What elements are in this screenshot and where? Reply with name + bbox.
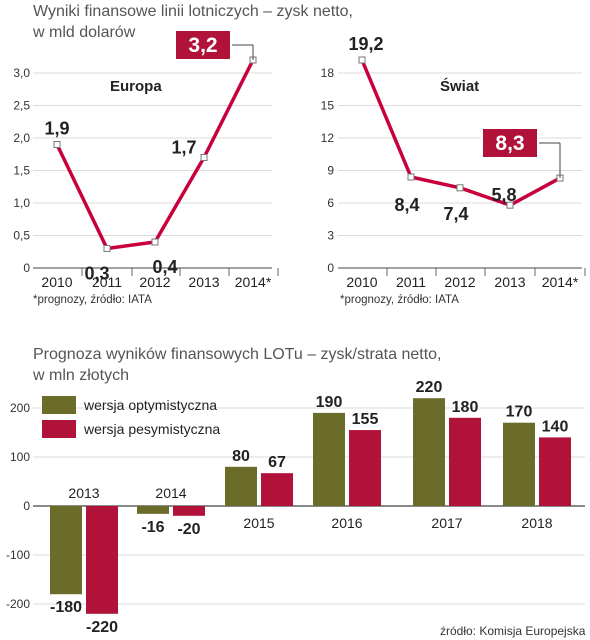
europa-xtick-label: 2011: [92, 274, 122, 290]
europa-highlight-box: [174, 29, 232, 61]
bar-value-label: -220: [86, 619, 118, 636]
europa-xtick-label: 2014*: [235, 274, 272, 290]
swiat-xtick-label: 2013: [494, 274, 525, 290]
bottom-title-line2: w mln złotych: [33, 367, 130, 384]
europa-value-label: 0,3: [84, 264, 109, 284]
bar-ytick-label: 0: [23, 499, 30, 513]
bar-ytick-label: 200: [10, 401, 30, 415]
bar-optimistic: [137, 506, 169, 514]
top-title-line1: Wyniki finansowe linii lotniczych – zysk…: [33, 3, 353, 20]
legend-swatch-optimistic: [42, 396, 76, 414]
bar-category-label: 2016: [331, 515, 362, 531]
bar-value-label: 155: [352, 411, 379, 428]
bar-category-label: 2015: [243, 515, 274, 531]
europa-ytick-label: 0: [23, 261, 30, 275]
swiat-value-label: 19,2: [348, 34, 383, 54]
bar-category-label: 2014: [155, 485, 186, 501]
bar-value-label: -180: [50, 599, 82, 616]
swiat-xtick-label: 2011: [396, 274, 426, 290]
left-chart-note: *prognozy, źródło: IATA: [33, 294, 152, 306]
swiat-chart-title: Świat: [440, 77, 479, 95]
swiat-value-label: 7,4: [443, 204, 468, 224]
europa-chart-title: Europa: [110, 78, 162, 95]
europa-ytick-label: 1,5: [13, 164, 30, 178]
bar-value-label: 67: [268, 454, 286, 471]
bar-pessimistic: [86, 506, 118, 614]
right-chart-note: *prognozy, źródło: IATA: [340, 294, 459, 306]
bottom-source-note: źródło: Komisja Europejska: [440, 624, 586, 638]
europa-ytick-label: 0,5: [13, 229, 30, 243]
top-title-line2: w mld dolarów: [33, 24, 136, 41]
bar-ytick-label: -200: [6, 597, 30, 611]
swiat-ytick-label: 9: [327, 164, 334, 178]
europa-xtick-label: 2013: [188, 274, 219, 290]
bottom-title-line1: Prognoza wyników finansowych LOTu – zysk…: [33, 346, 442, 363]
bar-pessimistic: [261, 473, 293, 506]
bar-pessimistic: [449, 417, 481, 506]
legend-swatch-pessimistic: [42, 420, 76, 438]
bar-ytick-label: 100: [10, 450, 30, 464]
europa-ytick-label: 1,0: [13, 196, 30, 210]
bar-optimistic: [225, 466, 257, 506]
bar-value-label: 190: [316, 394, 343, 411]
swiat-xtick-label: 2010: [346, 274, 377, 290]
bar-optimistic: [413, 398, 445, 506]
bar-value-label: 80: [232, 448, 250, 465]
europa-data-point: [151, 238, 159, 246]
bar-category-label: 2013: [68, 485, 99, 501]
europa-data-point: [200, 154, 208, 161]
swiat-value-label: 8,3: [495, 132, 524, 155]
bar-value-label: 180: [452, 399, 479, 416]
bar-value-label: -20: [177, 521, 200, 538]
swiat-ytick-label: 3: [327, 229, 334, 243]
swiat-data-point: [506, 201, 514, 209]
bar-value-label: -16: [141, 519, 164, 536]
bar-ytick-label: -100: [6, 548, 30, 562]
swiat-data-point: [358, 56, 366, 64]
bar-category-label: 2018: [521, 515, 552, 531]
europa-xtick-label: 2012: [139, 274, 170, 290]
swiat-xtick-label: 2014*: [542, 274, 579, 290]
legend-label: wersja pesymistyczna: [83, 421, 220, 437]
swiat-data-point: [456, 184, 464, 192]
swiat-value-label: 8,4: [394, 195, 419, 215]
swiat-ytick-label: 0: [327, 261, 334, 275]
europa-ytick-label: 2,0: [13, 131, 30, 145]
bar-value-label: 170: [506, 404, 533, 421]
swiat-ytick-label: 18: [321, 66, 335, 80]
europa-data-point: [53, 141, 61, 148]
swiat-ytick-label: 15: [321, 99, 335, 113]
bar-pessimistic: [349, 430, 381, 506]
bar-category-label: 2017: [431, 515, 462, 531]
bar-pessimistic: [539, 437, 571, 506]
swiat-highlight-box: [481, 127, 539, 159]
europa-value-label: 1,7: [171, 138, 196, 158]
europa-value-label: 0,4: [152, 257, 177, 277]
swiat-xtick-label: 2012: [444, 274, 475, 290]
swiat-ytick-label: 6: [327, 196, 334, 210]
bar-value-label: 140: [542, 418, 569, 435]
europa-value-label: 1,9: [44, 119, 69, 139]
bar-pessimistic: [173, 506, 205, 516]
bar-value-label: 220: [416, 379, 443, 396]
bar-optimistic: [313, 412, 345, 506]
bar-optimistic: [50, 506, 82, 595]
bar-optimistic: [503, 422, 535, 506]
europa-value-label: 3,2: [188, 34, 217, 57]
swiat-ytick-label: 12: [321, 131, 335, 145]
swiat-value-label: 5,8: [491, 185, 516, 205]
europa-ytick-label: 3,0: [13, 66, 30, 80]
europa-ytick-label: 2,5: [13, 99, 30, 113]
europa-data-point: [103, 245, 111, 252]
swiat-data-point: [407, 173, 415, 181]
europa-xtick-label: 2010: [41, 274, 72, 290]
legend-label: wersja optymistyczna: [83, 397, 217, 413]
